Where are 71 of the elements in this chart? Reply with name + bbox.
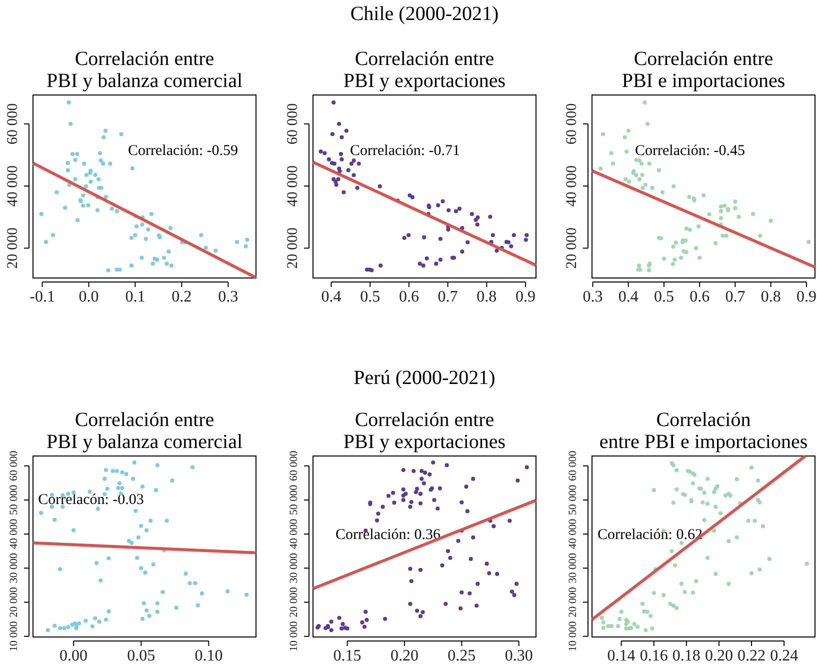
x-tick-label: 0.2	[172, 288, 192, 306]
x-tick-label: 0.10	[194, 647, 223, 664]
x-tick-label: 0.25	[448, 647, 476, 664]
y-tick-label: 40 000	[567, 518, 579, 550]
x-tick-label: 0.00	[60, 647, 88, 664]
y-tick-label: 30 000	[8, 552, 20, 584]
annotation: Correlación: 0.36	[336, 527, 441, 543]
x-tick-label: 0.1	[125, 288, 146, 306]
x-tick-label: 0.5	[654, 288, 674, 306]
y-tick-label: 30 000	[567, 552, 579, 584]
y-tick-label: 50 000	[567, 484, 579, 516]
chart-title: Correlación entre PBI e importaciones	[599, 409, 808, 453]
y-tick-label: 40 000	[564, 165, 580, 207]
chart-title: Correlación entre PBI y exportaciones	[343, 409, 506, 453]
x-tick-label: 0.7	[438, 288, 458, 306]
y-tick-label: 40 000	[288, 518, 300, 550]
x-tick-label: 0.5	[360, 288, 380, 306]
x-tick-label: 0.15	[333, 647, 362, 664]
x-tick-label: 0.9	[796, 288, 816, 306]
x-tick-label: 0.0	[78, 288, 99, 306]
y-tick-label: 20 000	[564, 228, 580, 269]
y-tick-label: 60 000	[567, 450, 579, 482]
x-tick-label: 0.30	[504, 647, 533, 664]
y-tick-label: 10 000	[567, 620, 579, 652]
y-tick-label: 40 000	[285, 165, 301, 207]
y-tick-label: 60 000	[288, 450, 300, 482]
y-tick-label: 20 000	[5, 228, 21, 269]
annotation: Correlacón: -0.03	[38, 492, 144, 508]
x-tick-label: 0.8	[760, 288, 781, 306]
y-tick-label: 20 000	[288, 586, 300, 618]
x-tick-label: 0.24	[770, 647, 798, 664]
chart-title: Correlación entre PBI y exportaciones	[343, 48, 506, 92]
y-tick-label: 20 000	[567, 586, 579, 618]
x-tick-label: 0.20	[704, 647, 733, 664]
y-tick-label: 20 000	[8, 586, 20, 618]
x-tick-label: 0.4	[321, 288, 342, 306]
annotation: Correlación: -0.71	[350, 143, 460, 159]
x-tick-label: 0.14	[607, 647, 636, 664]
x-tick-label: 0.6	[398, 288, 419, 306]
y-tick-label: 60 000	[8, 450, 20, 482]
y-tick-label: 10 000	[8, 620, 20, 652]
x-tick-label: 0.7	[725, 288, 746, 306]
annotation: Correlación: -0.59	[128, 143, 238, 159]
x-tick-label: 0.3	[218, 288, 238, 306]
y-tick-label: 60 000	[564, 103, 580, 145]
chart-title: Correlación entre PBI y balanza comercial	[46, 48, 243, 92]
text: Perú (2000-2021)	[354, 367, 496, 389]
x-tick-label: 0.16	[640, 647, 668, 664]
y-tick-label: 60 000	[285, 103, 301, 145]
annotation: Correlación: -0.45	[635, 143, 745, 159]
y-tick-label: 40 000	[5, 165, 21, 207]
y-tick-label: 30 000	[288, 552, 300, 584]
y-tick-label: 60 000	[5, 103, 21, 145]
x-tick-label: 0.9	[516, 288, 536, 306]
y-tick-label: 40 000	[8, 518, 20, 550]
x-tick-label: 0.8	[476, 288, 497, 306]
x-tick-label: 0.18	[672, 647, 700, 664]
y-tick-label: 10 000	[288, 620, 300, 652]
y-tick-label: 50 000	[8, 484, 20, 516]
x-tick-label: 0.22	[738, 647, 766, 664]
chart-title: Correlación entre PBI y balanza comercial	[46, 409, 243, 453]
x-tick-label: 0.4	[618, 288, 638, 306]
y-tick-label: 50 000	[288, 484, 300, 516]
y-tick-label: 20 000	[285, 228, 301, 269]
x-tick-label: 0.20	[390, 647, 418, 664]
x-tick-label: 0.6	[690, 288, 710, 306]
chart-title: Correlación entre PBI e importaciones	[622, 48, 786, 92]
x-tick-label: -0.1	[30, 288, 55, 306]
x-tick-label: 0.05	[127, 647, 156, 664]
x-tick-label: 0.3	[582, 288, 603, 306]
text: Chile (2000-2021)	[350, 3, 499, 25]
